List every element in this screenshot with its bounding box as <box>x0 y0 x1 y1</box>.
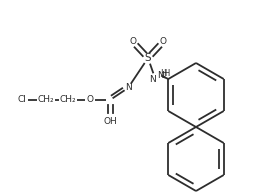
Text: CH₂: CH₂ <box>38 95 54 105</box>
Text: S: S <box>145 53 151 63</box>
Text: Cl: Cl <box>17 95 26 105</box>
Text: O: O <box>87 95 94 105</box>
Text: N: N <box>150 74 156 83</box>
Text: H: H <box>163 69 169 79</box>
Text: N: N <box>157 72 163 81</box>
Text: OH: OH <box>103 118 117 126</box>
Text: O: O <box>130 37 136 47</box>
Text: O: O <box>160 37 167 47</box>
Text: N: N <box>125 83 131 93</box>
Text: H: H <box>160 69 166 79</box>
Text: CH₂: CH₂ <box>60 95 76 105</box>
